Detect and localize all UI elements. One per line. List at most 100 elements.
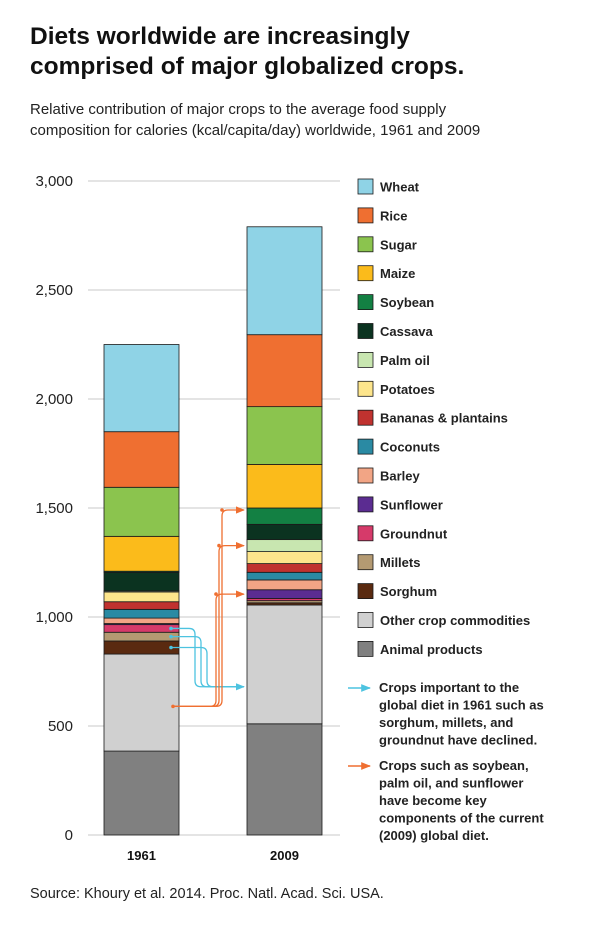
legend-label-cassava: Cassava [380,324,434,339]
bar-segment-other-crop-commodities-2009 [246,604,323,725]
legend-label-soybean: Soybean [380,295,434,310]
annotation-arrows [169,506,245,709]
bar-segment-barley-2009 [246,579,323,591]
annotation-origin-dot [171,704,175,709]
growth-arrow-sunflower [173,590,245,708]
bar-segment-potatoes-1961 [103,591,180,603]
bar-segment-rice-1961 [103,431,180,488]
chart-title: Diets worldwide are increasingly compris… [30,22,590,82]
legend-swatch-soybean [357,294,374,311]
annotation-text-line: sorghum, millets, and [379,715,513,730]
decline-arrow-millets [171,635,244,688]
legend-swatch-sunflower [357,496,374,513]
legend-swatch-animal-products [357,641,374,657]
annotation-text-line: components of the current [379,811,544,826]
legend-swatch-rice [357,207,374,224]
bar-segment-maize-1961 [103,535,180,572]
annotations: Crops important to the global diet in 196… [348,680,544,843]
y-tick-label: 1,000 [35,609,73,626]
title-line-1: Diets worldwide are increasingly [30,23,410,50]
bar-segment-potatoes-2009 [246,551,323,564]
y-tick-label: 2,500 [35,282,73,299]
bar-segment-wheat-2009 [246,226,323,336]
legend-swatch-groundnut [357,525,374,542]
bar-segment-groundnut-1961 [103,624,180,633]
legend-swatch-bananas-and-plantains [357,409,374,426]
growth-arrow-soybean [173,506,245,708]
legend-label-sorghum: Sorghum [380,584,437,599]
bar-segment-cassava-1961 [103,571,180,592]
legend-swatch-maize [357,265,374,282]
bars [103,226,323,836]
legend-swatch-other-crop-commodities [357,612,374,628]
legend-swatch-sorghum [357,583,374,599]
legend-swatch-sugar [357,236,374,253]
bar-segment-coconuts-1961 [103,608,180,619]
legend-label-sunflower: Sunflower [380,497,443,512]
legend-swatch-palm-oil [357,351,374,368]
legend-label-potatoes: Potatoes [380,382,435,397]
x-axis: 1961 2009 [127,848,299,863]
legend: Wheat Rice Sugar Maize Soybean Cassava Palm oi… [357,178,530,657]
annotation-text-line: palm oil, and sunflower [379,776,523,791]
source-note: Source: Khoury et al. 2014. Proc. Natl. … [30,886,384,902]
subtitle-line-1: Relative contribution of major crops to … [30,101,447,118]
legend-swatch-millets [357,554,374,571]
legend-label-barley: Barley [380,469,421,484]
legend-label-animal-products: Animal products [380,642,483,657]
bar-segment-animal-products-2009 [246,723,323,836]
title-line-2: comprised of major globalized crops. [30,53,465,80]
annotation-dot-sunflower [214,592,218,596]
y-tick-label: 1,500 [35,500,73,517]
legend-label-millets: Millets [380,555,420,570]
legend-swatch-coconuts [357,438,374,455]
bar-segment-rice-2009 [246,334,323,408]
decline-arrow-sorghum [171,646,245,691]
x-tick-label: 1961 [127,848,156,863]
legend-swatch-cassava [357,323,374,339]
bar-segment-other-crop-commodities-1961 [103,653,180,752]
annotation-text-line: (2009) global diet. [379,828,489,843]
bar-segment-bananas-and-plantains-2009 [246,563,323,573]
bar-segment-maize-2009 [246,463,323,509]
annotation-text-line: global diet in 1961 such as [379,698,544,713]
y-axis: 0 500 1,000 1,500 2,000 2,500 3,000 [35,173,73,844]
bar-segment-sorghum-1961 [103,640,180,655]
annotation-dot-palm-oil [217,543,221,548]
legend-label-coconuts: Coconuts [380,440,440,455]
chart-subtitle: Relative contribution of major crops to … [30,99,590,141]
legend-swatch-barley [357,467,374,484]
bar-segment-sunflower-2009 [246,589,323,599]
bar-segment-barley-1961 [103,617,180,624]
annotation-text-line: have become key [379,793,487,808]
bar-segment-millets-1961 [103,631,180,642]
legend-label-groundnut: Groundnut [380,526,448,541]
annotation-text-line: groundnut have declined. [379,733,537,748]
bar-segment-cassava-2009 [246,523,323,541]
legend-label-bananas-and-plantains: Bananas & plantains [380,411,508,426]
annotation-text-line: Crops important to the [379,680,519,695]
y-tick-label: 0 [65,827,73,844]
bar-segment-palm-oil-2009 [246,539,323,552]
y-tick-label: 2,000 [35,391,73,408]
subtitle-line-2: composition for calories (kcal/capita/da… [30,122,481,139]
bar-segment-bananas-and-plantains-1961 [103,601,180,610]
y-tick-label: 500 [48,718,73,735]
bar-segment-animal-products-1961 [103,750,180,836]
x-tick-label: 2009 [270,848,299,863]
bar-segment-soybean-2009 [246,507,323,525]
legend-label-palm-oil: Palm oil [380,353,430,368]
legend-swatch-wheat [357,178,374,195]
bar-segment-sugar-1961 [103,486,180,537]
legend-label-sugar: Sugar [380,237,417,252]
legend-swatch-potatoes [357,380,374,397]
bar-segment-wheat-1961 [103,344,180,433]
legend-label-maize: Maize [380,266,415,281]
legend-label-other-crop-commodities: Other crop commodities [380,613,530,628]
legend-label-wheat: Wheat [380,180,420,195]
annotation-dot-soybean [220,508,224,512]
legend-label-rice: Rice [380,208,407,223]
decline-arrow-groundnut [171,627,244,688]
annotation-text-line: Crops such as soybean, [379,758,529,773]
